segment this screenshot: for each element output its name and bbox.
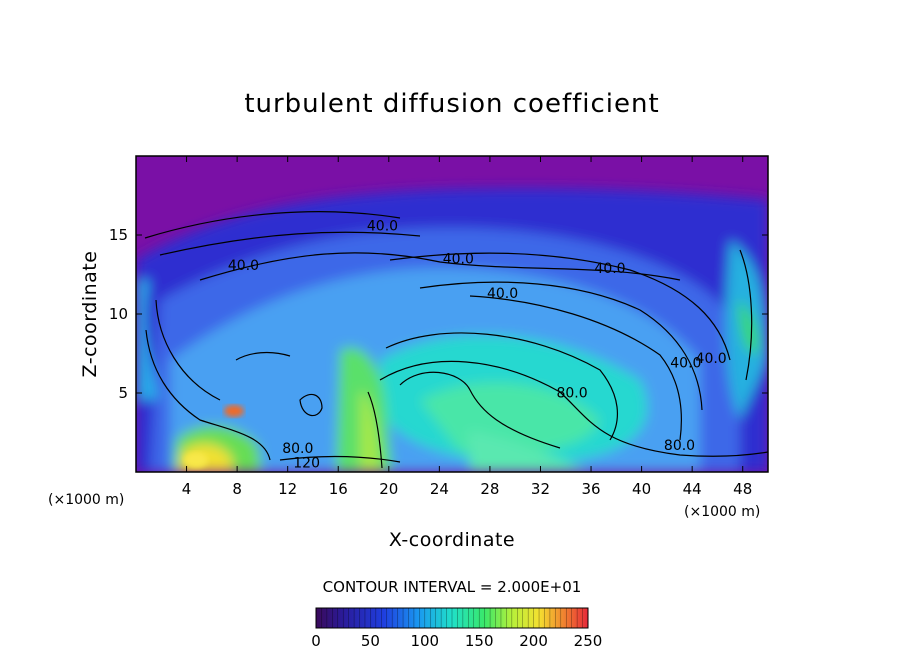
x-axis-unit-right: (×1000 m) xyxy=(684,504,760,520)
y-tick-label: 15 xyxy=(109,226,128,244)
y-axis-ticks: 5 10 15 xyxy=(109,226,768,402)
x-tick-label: 24 xyxy=(430,480,449,498)
x-axis-label: X-coordinate xyxy=(389,529,515,551)
hot-spot-orange xyxy=(224,405,244,417)
x-tick-label: 20 xyxy=(379,480,398,498)
y-tick-label: 10 xyxy=(109,305,128,323)
contour-interval-note: CONTOUR INTERVAL = 2.000E+01 xyxy=(323,578,582,596)
colorbar-ticks: 0 50 100 150 200 250 xyxy=(311,632,602,650)
field-shading xyxy=(136,188,768,472)
x-axis-unit-left: (×1000 m) xyxy=(48,492,124,508)
x-tick-label: 32 xyxy=(531,480,550,498)
contour-label: 80.0 xyxy=(556,386,587,402)
contour-lines xyxy=(144,211,768,469)
x-tick-label: 4 xyxy=(182,480,192,498)
colorbar-tick-label: 0 xyxy=(311,632,321,650)
x-tick-label: 12 xyxy=(278,480,297,498)
x-tick-label: 40 xyxy=(632,480,651,498)
contour-label: 40.0 xyxy=(594,261,625,277)
contour-label: 120 xyxy=(293,455,320,471)
x-tick-label: 36 xyxy=(581,480,600,498)
y-tick-label: 5 xyxy=(118,384,128,402)
colorbar-tick-label: 200 xyxy=(519,632,548,650)
colorbar-tick-label: 150 xyxy=(465,632,494,650)
contour-label: 80.0 xyxy=(282,441,313,457)
x-tick-label: 16 xyxy=(329,480,348,498)
x-tick-label: 28 xyxy=(480,480,499,498)
contour-label: 40.0 xyxy=(367,218,398,234)
contour-label: 40.0 xyxy=(487,286,518,302)
colorbar-tick-label: 100 xyxy=(410,632,439,650)
colorbar-stripes xyxy=(321,608,583,628)
hot-spot-yellow xyxy=(184,452,208,468)
chart-title: turbulent diffusion coefficient xyxy=(244,89,659,119)
contour-label: 40.0 xyxy=(670,356,701,372)
x-tick-label: 8 xyxy=(232,480,242,498)
colorbar-tick-label: 250 xyxy=(574,632,603,650)
contour-label: 40.0 xyxy=(228,258,259,274)
y-axis-label: Z-coordinate xyxy=(79,251,101,378)
x-tick-label: 44 xyxy=(683,480,702,498)
plot-field: 40.040.0 40.040.040.040.040.080.080.080.0… xyxy=(136,156,768,472)
x-tick-label: 48 xyxy=(733,480,752,498)
x-axis-ticks: 4 8 12 16 20 24 28 32 36 40 44 48 xyxy=(182,156,752,498)
contour-label: 40.0 xyxy=(696,351,727,367)
contour-labels: 40.040.0 40.040.040.040.040.080.080.080.0… xyxy=(228,218,727,471)
colorbar: 0 50 100 150 200 250 xyxy=(311,607,602,650)
colorbar-frame xyxy=(315,607,589,629)
contour-label: 80.0 xyxy=(664,438,695,454)
contour-label: 40.0 xyxy=(443,251,474,267)
colorbar-tick-label: 50 xyxy=(361,632,380,650)
